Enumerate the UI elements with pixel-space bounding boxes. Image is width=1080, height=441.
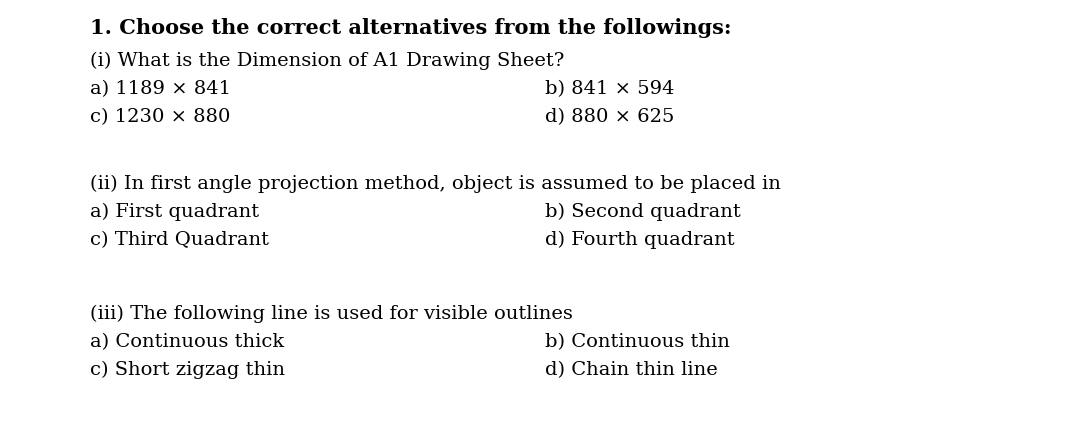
- Text: d) Fourth quadrant: d) Fourth quadrant: [545, 231, 734, 249]
- Text: c) 1230 × 880: c) 1230 × 880: [90, 108, 230, 126]
- Text: c) Third Quadrant: c) Third Quadrant: [90, 231, 269, 249]
- Text: c) Short zigzag thin: c) Short zigzag thin: [90, 361, 285, 379]
- Text: 1. Choose the correct alternatives from the followings:: 1. Choose the correct alternatives from …: [90, 18, 731, 38]
- Text: a) Continuous thick: a) Continuous thick: [90, 333, 284, 351]
- Text: (ii) In first angle projection method, object is assumed to be placed in: (ii) In first angle projection method, o…: [90, 175, 781, 193]
- Text: d) 880 × 625: d) 880 × 625: [545, 108, 674, 126]
- Text: b) 841 × 594: b) 841 × 594: [545, 80, 675, 98]
- Text: b) Second quadrant: b) Second quadrant: [545, 203, 741, 221]
- Text: b) Continuous thin: b) Continuous thin: [545, 333, 730, 351]
- Text: a) 1189 × 841: a) 1189 × 841: [90, 80, 231, 98]
- Text: (i) What is the Dimension of A1 Drawing Sheet?: (i) What is the Dimension of A1 Drawing …: [90, 52, 565, 70]
- Text: d) Chain thin line: d) Chain thin line: [545, 361, 718, 379]
- Text: (iii) The following line is used for visible outlines: (iii) The following line is used for vis…: [90, 305, 572, 323]
- Text: a) First quadrant: a) First quadrant: [90, 203, 259, 221]
